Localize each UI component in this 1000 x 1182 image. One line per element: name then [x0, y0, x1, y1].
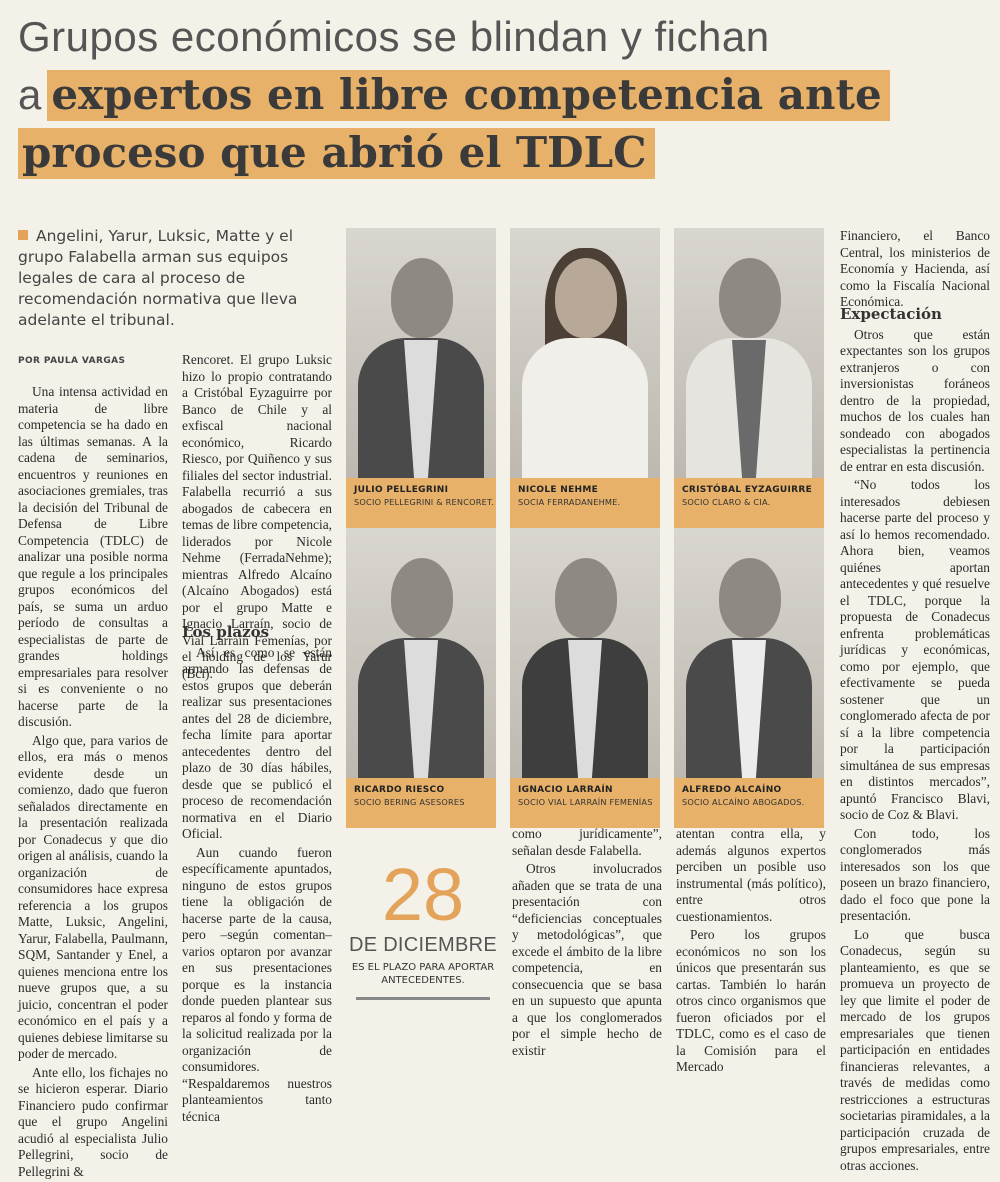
portrait-photo	[510, 228, 660, 478]
paragraph: Aun cuando fueron específicamente apunta…	[182, 844, 332, 1124]
paragraph: Otros involucrados añaden que se trata d…	[512, 861, 662, 1058]
paragraph: Financiero, el Banco Central, los minist…	[840, 228, 990, 309]
paragraph: “No todos los interesados debiesen hacer…	[840, 477, 990, 822]
lead-text: Angelini, Yarur, Luksic, Matte y el grup…	[18, 227, 298, 329]
column-1: Una intensa actividad en materia de libr…	[18, 384, 168, 1182]
portrait-caption: ALFREDO ALCAÍNO SOCIO ALCAÍNO ABOGADOS.	[674, 778, 824, 828]
paragraph: Una intensa actividad en materia de libr…	[18, 384, 168, 729]
portrait-name: RICARDO RIESCO	[354, 785, 445, 795]
lead-paragraph: Angelini, Yarur, Luksic, Matte y el grup…	[18, 226, 320, 331]
column-5: Financiero, el Banco Central, los minist…	[840, 228, 990, 313]
portrait-name: NICOLE NEHME	[518, 485, 599, 495]
paragraph: Lo que busca Conadecus, según su plantea…	[840, 926, 990, 1173]
portrait-card-julio-pellegrini: JULIO PELLEGRINI SOCIO PELLEGRINI & RENC…	[346, 228, 496, 528]
paragraph: Así es como se están armando las defensa…	[182, 644, 332, 842]
headline-line-3: proceso que abrió el TDLC	[18, 124, 988, 182]
callout-number: 28	[381, 853, 465, 936]
column-5-section: Expectación Otros que están expectantes …	[840, 300, 990, 1176]
portrait-caption: IGNACIO LARRAÍN SOCIO VIAL LARRAÍN FEMEN…	[510, 778, 660, 828]
headline-line-2: a expertos en libre competencia ante	[18, 66, 988, 124]
portrait-card-ignacio-larrain: IGNACIO LARRAÍN SOCIO VIAL LARRAÍN FEMEN…	[510, 528, 660, 828]
column-3: como jurídicamente”, señalan desde Falab…	[512, 826, 662, 1061]
headline-line-2-highlight: expertos en libre competencia ante	[47, 70, 890, 121]
headline-line-1: Grupos económicos se blindan y fichan	[18, 13, 770, 60]
headline-line-3-highlight: proceso que abrió el TDLC	[18, 128, 655, 179]
portrait-role: SOCIO BERING ASESORES	[354, 797, 465, 807]
portrait-photo	[346, 228, 496, 478]
section-heading-expectacion: Expectación	[840, 305, 942, 323]
column-4: atentan contra ella, y además algunos ex…	[676, 826, 826, 1078]
portrait-card-ricardo-riesco: RICARDO RIESCO SOCIO BERING ASESORES	[346, 528, 496, 828]
paragraph: Pero los grupos económicos no son los ún…	[676, 927, 826, 1074]
portrait-card-cristobal-eyzaguirre: CRISTÓBAL EYZAGUIRRE SOCIO CLARO & CIA.	[674, 228, 824, 528]
paragraph: Rencoret. El grupo Luksic hizo lo propio…	[182, 352, 332, 681]
paragraph: Ante ello, los fichajes no se hicieron e…	[18, 1064, 168, 1179]
portrait-photo	[674, 528, 824, 778]
portrait-card-nicole-nehme: NICOLE NEHME SOCIA FERRADANEHME.	[510, 228, 660, 528]
paragraph: atentan contra ella, y además algunos ex…	[676, 826, 826, 924]
portrait-name: ALFREDO ALCAÍNO	[682, 785, 782, 795]
column-2-section: Los plazos Así es como se están armando …	[182, 618, 332, 1127]
portrait-name: JULIO PELLEGRINI	[354, 485, 449, 495]
deadline-callout: 28 DE DICIEMBRE ES EL PLAZO PARA APORTAR…	[348, 858, 498, 1000]
portrait-caption: RICARDO RIESCO SOCIO BERING ASESORES	[346, 778, 496, 828]
portrait-role: SOCIO ALCAÍNO ABOGADOS.	[682, 797, 805, 807]
portrait-photo	[510, 528, 660, 778]
portrait-photo	[346, 528, 496, 778]
portrait-role: SOCIA FERRADANEHME.	[518, 497, 621, 507]
callout-divider	[356, 997, 490, 1000]
portrait-name: IGNACIO LARRAÍN	[518, 785, 613, 795]
paragraph: como jurídicamente”, señalan desde Falab…	[512, 826, 662, 858]
byline: POR PAULA VARGAS	[18, 356, 126, 366]
portrait-card-alfredo-alcaino: ALFREDO ALCAÍNO SOCIO ALCAÍNO ABOGADOS.	[674, 528, 824, 828]
portrait-caption: CRISTÓBAL EYZAGUIRRE SOCIO CLARO & CIA.	[674, 478, 824, 528]
portrait-role: SOCIO VIAL LARRAÍN FEMENÍAS	[518, 797, 653, 807]
column-2: Rencoret. El grupo Luksic hizo lo propio…	[182, 352, 332, 684]
portrait-role: SOCIO PELLEGRINI & RENCORET.	[354, 497, 495, 507]
bullet-square-icon	[18, 230, 28, 240]
portrait-name: CRISTÓBAL EYZAGUIRRE	[682, 485, 813, 495]
section-heading-plazos: Los plazos	[182, 623, 270, 641]
callout-month: DE DICIEMBRE	[348, 934, 498, 956]
portrait-photo	[674, 228, 824, 478]
paragraph: Otros que están expectantes son los grup…	[840, 326, 990, 474]
callout-text: ES EL PLAZO PARA APORTAR ANTECEDENTES.	[351, 962, 495, 986]
paragraph: Con todo, los conglomerados más interesa…	[840, 825, 990, 924]
paragraph: Algo que, para varios de ellos, era más …	[18, 732, 168, 1062]
portrait-caption: NICOLE NEHME SOCIA FERRADANEHME.	[510, 478, 660, 528]
portrait-role: SOCIO CLARO & CIA.	[682, 497, 771, 507]
portrait-caption: JULIO PELLEGRINI SOCIO PELLEGRINI & RENC…	[346, 478, 496, 528]
headline-line-2-prefix: a	[18, 71, 42, 118]
